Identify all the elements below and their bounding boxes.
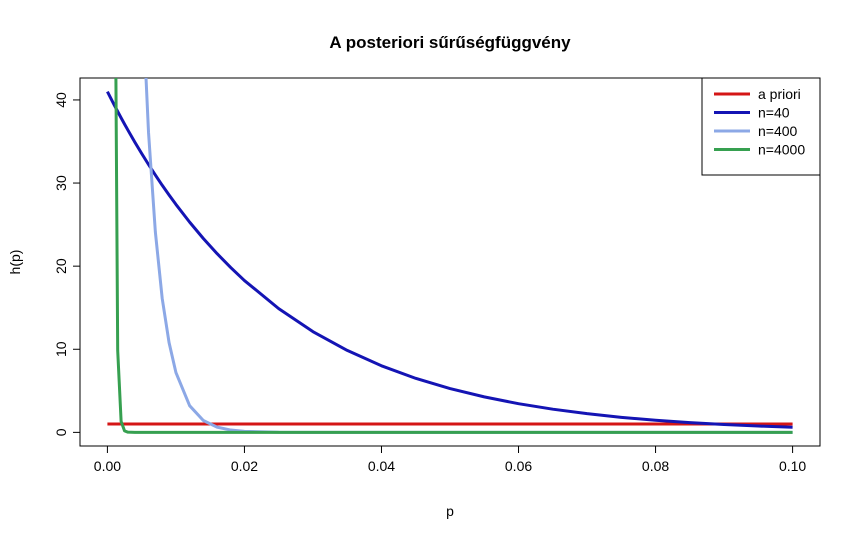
y-axis-label: h(p) [7, 250, 23, 275]
x-tick-label: 0.00 [94, 458, 121, 474]
x-tick-label: 0.06 [505, 458, 532, 474]
y-tick-label: 10 [53, 341, 69, 357]
y-tick-label: 0 [53, 428, 69, 436]
y-tick-label: 40 [53, 92, 69, 108]
y-tick-label: 30 [53, 175, 69, 191]
x-tick-label: 0.08 [642, 458, 669, 474]
legend-label: n=40 [758, 105, 790, 121]
legend-label: a priori [758, 86, 801, 102]
x-tick-label: 0.02 [231, 458, 258, 474]
chart-title: A posteriori sűrűségfüggvény [329, 33, 571, 52]
plot-lines [106, 78, 793, 434]
legend-label: n=400 [758, 123, 798, 139]
x-tick-label: 0.10 [779, 458, 806, 474]
x-tick-label: 0.04 [368, 458, 395, 474]
series-line [106, 90, 793, 429]
series-line [114, 78, 793, 434]
x-axis-label: p [446, 503, 454, 519]
legend-box [701, 77, 821, 176]
legend-label: n=4000 [758, 142, 805, 158]
y-tick-label: 20 [53, 258, 69, 274]
plot-frame [79, 77, 821, 447]
